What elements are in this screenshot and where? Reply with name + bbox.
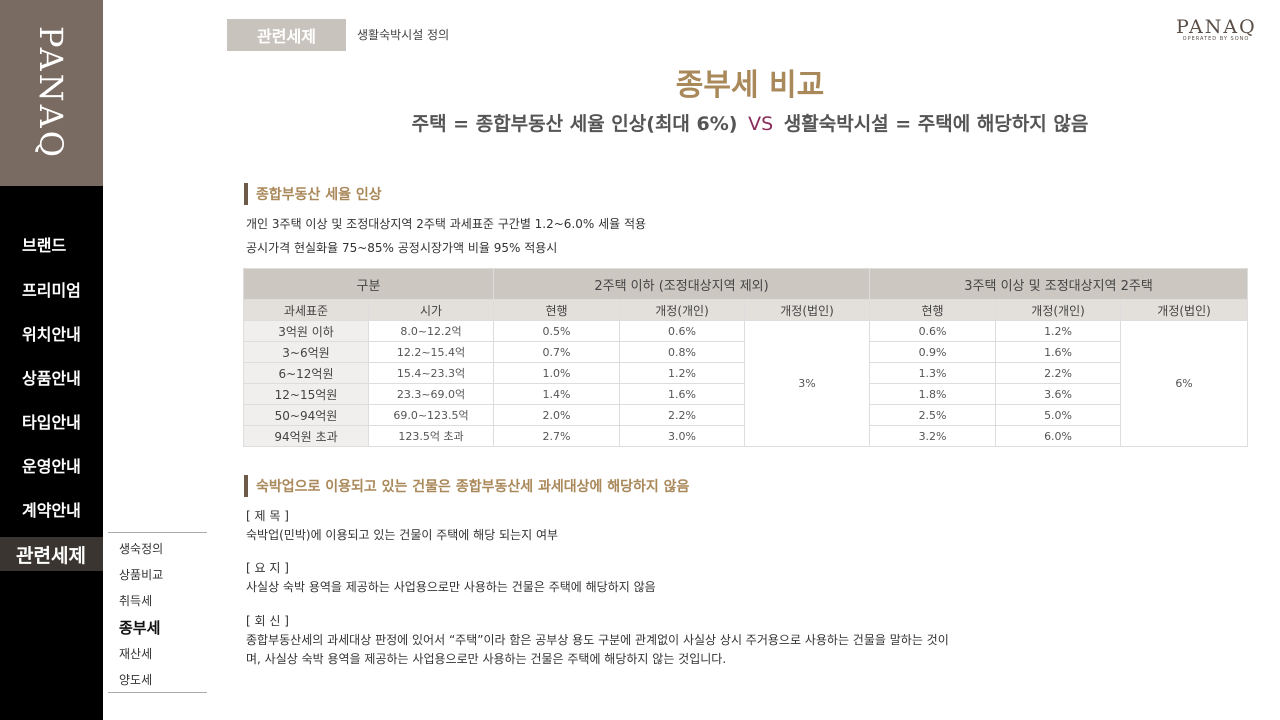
cell-market-price: 69.0~123.5억 — [367, 404, 495, 426]
nav-item-brand[interactable]: 브랜드 — [22, 236, 67, 255]
cell-b-current: 2.5% — [869, 404, 997, 426]
table-subheader: 시가 — [367, 299, 495, 321]
reply-line-1: 종합부동산세의 과세대상 판정에 있어서 “주택”이라 함은 공부상 용도 구분… — [246, 633, 949, 647]
logo-text: PANAQ — [32, 25, 71, 161]
table-subheader: 개정(법인) — [1120, 299, 1249, 321]
table-header-category: 구분 — [242, 268, 495, 300]
cell-market-price: 123.5억 초과 — [367, 425, 495, 447]
cell-b-individual: 1.6% — [995, 341, 1122, 363]
section-heading-rate-increase: 종합부동산 세율 인상 — [244, 183, 382, 205]
cell-tax-base: 3~6억원 — [243, 341, 369, 363]
cell-b-individual: 5.0% — [995, 404, 1122, 426]
submenu-item-acquisition-tax[interactable]: 취득세 — [119, 594, 153, 608]
cell-a-current: 1.4% — [493, 383, 621, 405]
table-row: 3억원 이하 8.0~12.2억 0.5% 0.6% 3% 0.6% 1.2% … — [243, 320, 1249, 447]
summary-text: 사실상 숙박 용역을 제공하는 사업용으로만 사용하는 건물은 주택에 해당하지… — [246, 580, 656, 594]
submenu: 생숙정의 상품비교 취득세 종부세 재산세 양도세 — [108, 532, 207, 693]
subtitle-left: 주택 = 종합부동산 세율 인상(최대 6%) — [411, 113, 738, 135]
cell-a-individual: 0.8% — [619, 341, 746, 363]
category-tag[interactable]: 관련세제 — [227, 19, 346, 51]
subject-text: 숙박업(민박)에 이용되고 있는 건물이 주택에 해당 되는지 여부 — [246, 528, 559, 542]
table-subheader: 개정(개인) — [995, 299, 1122, 321]
table-row: 50~94억원 69.0~123.5억 2.0% 2.2% 2.5% 5.0% — [243, 404, 1248, 426]
brand-name: PANAQ — [1176, 16, 1257, 38]
cell-a-current: 0.7% — [493, 341, 621, 363]
cell-b-individual: 6.0% — [995, 425, 1122, 447]
cell-a-current: 1.0% — [493, 362, 621, 384]
tax-comparison-table: 구분 2주택 이하 (조정대상지역 제외) 3주택 이상 및 조정대상지역 2주… — [242, 268, 1249, 447]
cell-a-current: 2.0% — [493, 404, 621, 426]
nav-item-premium[interactable]: 프리미엄 — [22, 281, 81, 300]
cell-b-current: 3.2% — [869, 425, 997, 447]
cell-a-individual: 3.0% — [619, 425, 746, 447]
reply-line-2: 며, 사실상 숙박 용역을 제공하는 사업용으로만 사용하는 건물은 주택에 해… — [246, 652, 727, 666]
category-sub-link[interactable]: 생활숙박시설 정의 — [357, 28, 450, 42]
table-subheader: 개정(개인) — [619, 299, 746, 321]
table-header-group-a: 2주택 이하 (조정대상지역 제외) — [493, 268, 871, 300]
brand-subtitle: OPERATED BY SONO — [1182, 36, 1250, 42]
section1-line2: 공시가격 현실화율 75~85% 공정시장가액 비율 95% 적용시 — [246, 241, 558, 255]
cell-tax-base: 94억원 초과 — [243, 425, 369, 447]
table-subheader: 현행 — [869, 299, 997, 321]
cell-market-price: 23.3~69.0억 — [367, 383, 495, 405]
submenu-item-transfer-tax[interactable]: 양도세 — [119, 673, 153, 687]
sidebar: PANAQ 브랜드 프리미엄 위치안내 상품안내 타입안내 운영안내 계약안내 … — [0, 0, 103, 720]
cell-tax-base: 12~15억원 — [243, 383, 369, 405]
table-header-group-b: 3주택 이상 및 조정대상지역 2주택 — [869, 268, 1249, 300]
cell-market-price: 15.4~23.3억 — [367, 362, 495, 384]
sidebar-logo[interactable]: PANAQ — [0, 0, 103, 186]
submenu-item-compare[interactable]: 상품비교 — [119, 568, 164, 582]
table-row: 6~12억원 15.4~23.3억 1.0% 1.2% 1.3% 2.2% — [243, 362, 1248, 384]
cell-a-corporate: 3% — [744, 320, 871, 447]
cell-b-current: 0.6% — [869, 320, 997, 342]
section1-line1: 개인 3주택 이상 및 조정대상지역 2주택 과세표준 구간별 1.2~6.0%… — [246, 217, 647, 231]
cell-a-current: 0.5% — [493, 320, 621, 342]
nav-item-contract[interactable]: 계약안내 — [22, 501, 81, 520]
cell-a-individual: 2.2% — [619, 404, 746, 426]
table-row: 3~6억원 12.2~15.4억 0.7% 0.8% 0.9% 1.6% — [243, 341, 1248, 363]
subtitle-vs: VS — [748, 113, 774, 135]
table-subheader: 현행 — [493, 299, 621, 321]
cell-market-price: 12.2~15.4억 — [367, 341, 495, 363]
cell-b-individual: 1.2% — [995, 320, 1122, 342]
cell-b-corporate: 6% — [1120, 320, 1249, 447]
cell-market-price: 8.0~12.2억 — [367, 320, 495, 342]
cell-tax-base: 6~12억원 — [243, 362, 369, 384]
submenu-item-definition[interactable]: 생숙정의 — [119, 542, 164, 556]
page-subtitle: 주택 = 종합부동산 세율 인상(최대 6%) VS 생활숙박시설 = 주택에 … — [240, 109, 1260, 136]
page-title: 종부세 비교 — [675, 68, 825, 103]
table-subheader: 개정(법인) — [744, 299, 871, 321]
table-row: 94억원 초과 123.5억 초과 2.7% 3.0% 3.2% 6.0% — [243, 425, 1248, 447]
nav-item-product[interactable]: 상품안내 — [22, 369, 81, 388]
cell-b-current: 0.9% — [869, 341, 997, 363]
brand-logo[interactable]: PANAQ OPERATED BY SONO — [1176, 16, 1256, 42]
submenu-item-comprehensive-tax[interactable]: 종부세 — [119, 619, 161, 637]
table-row: 12~15억원 23.3~69.0억 1.4% 1.6% 1.8% 3.6% — [243, 383, 1248, 405]
nav-item-location[interactable]: 위치안내 — [22, 325, 81, 344]
nav-item-operation[interactable]: 운영안내 — [22, 457, 81, 476]
cell-b-individual: 3.6% — [995, 383, 1122, 405]
cell-b-current: 1.8% — [869, 383, 997, 405]
table-subheader: 과세표준 — [243, 299, 369, 321]
cell-tax-base: 3억원 이하 — [243, 320, 369, 342]
nav-item-type[interactable]: 타입안내 — [22, 413, 81, 432]
cell-b-current: 1.3% — [869, 362, 997, 384]
summary-label: [ 요 지 ] — [246, 561, 289, 575]
cell-a-individual: 0.6% — [619, 320, 746, 342]
cell-tax-base: 50~94억원 — [243, 404, 369, 426]
nav-item-tax[interactable]: 관련세제 — [0, 537, 103, 571]
cell-a-current: 2.7% — [493, 425, 621, 447]
cell-b-individual: 2.2% — [995, 362, 1122, 384]
section-heading-lodging: 숙박업으로 이용되고 있는 건물은 종합부동산세 과세대상에 해당하지 않음 — [244, 475, 689, 497]
cell-a-individual: 1.6% — [619, 383, 746, 405]
subject-label: [ 제 목 ] — [246, 509, 289, 523]
subtitle-right: 생활숙박시설 = 주택에 해당하지 않음 — [783, 113, 1089, 135]
reply-label: [ 회 신 ] — [246, 614, 289, 628]
submenu-item-property-tax[interactable]: 재산세 — [119, 647, 153, 661]
cell-a-individual: 1.2% — [619, 362, 746, 384]
